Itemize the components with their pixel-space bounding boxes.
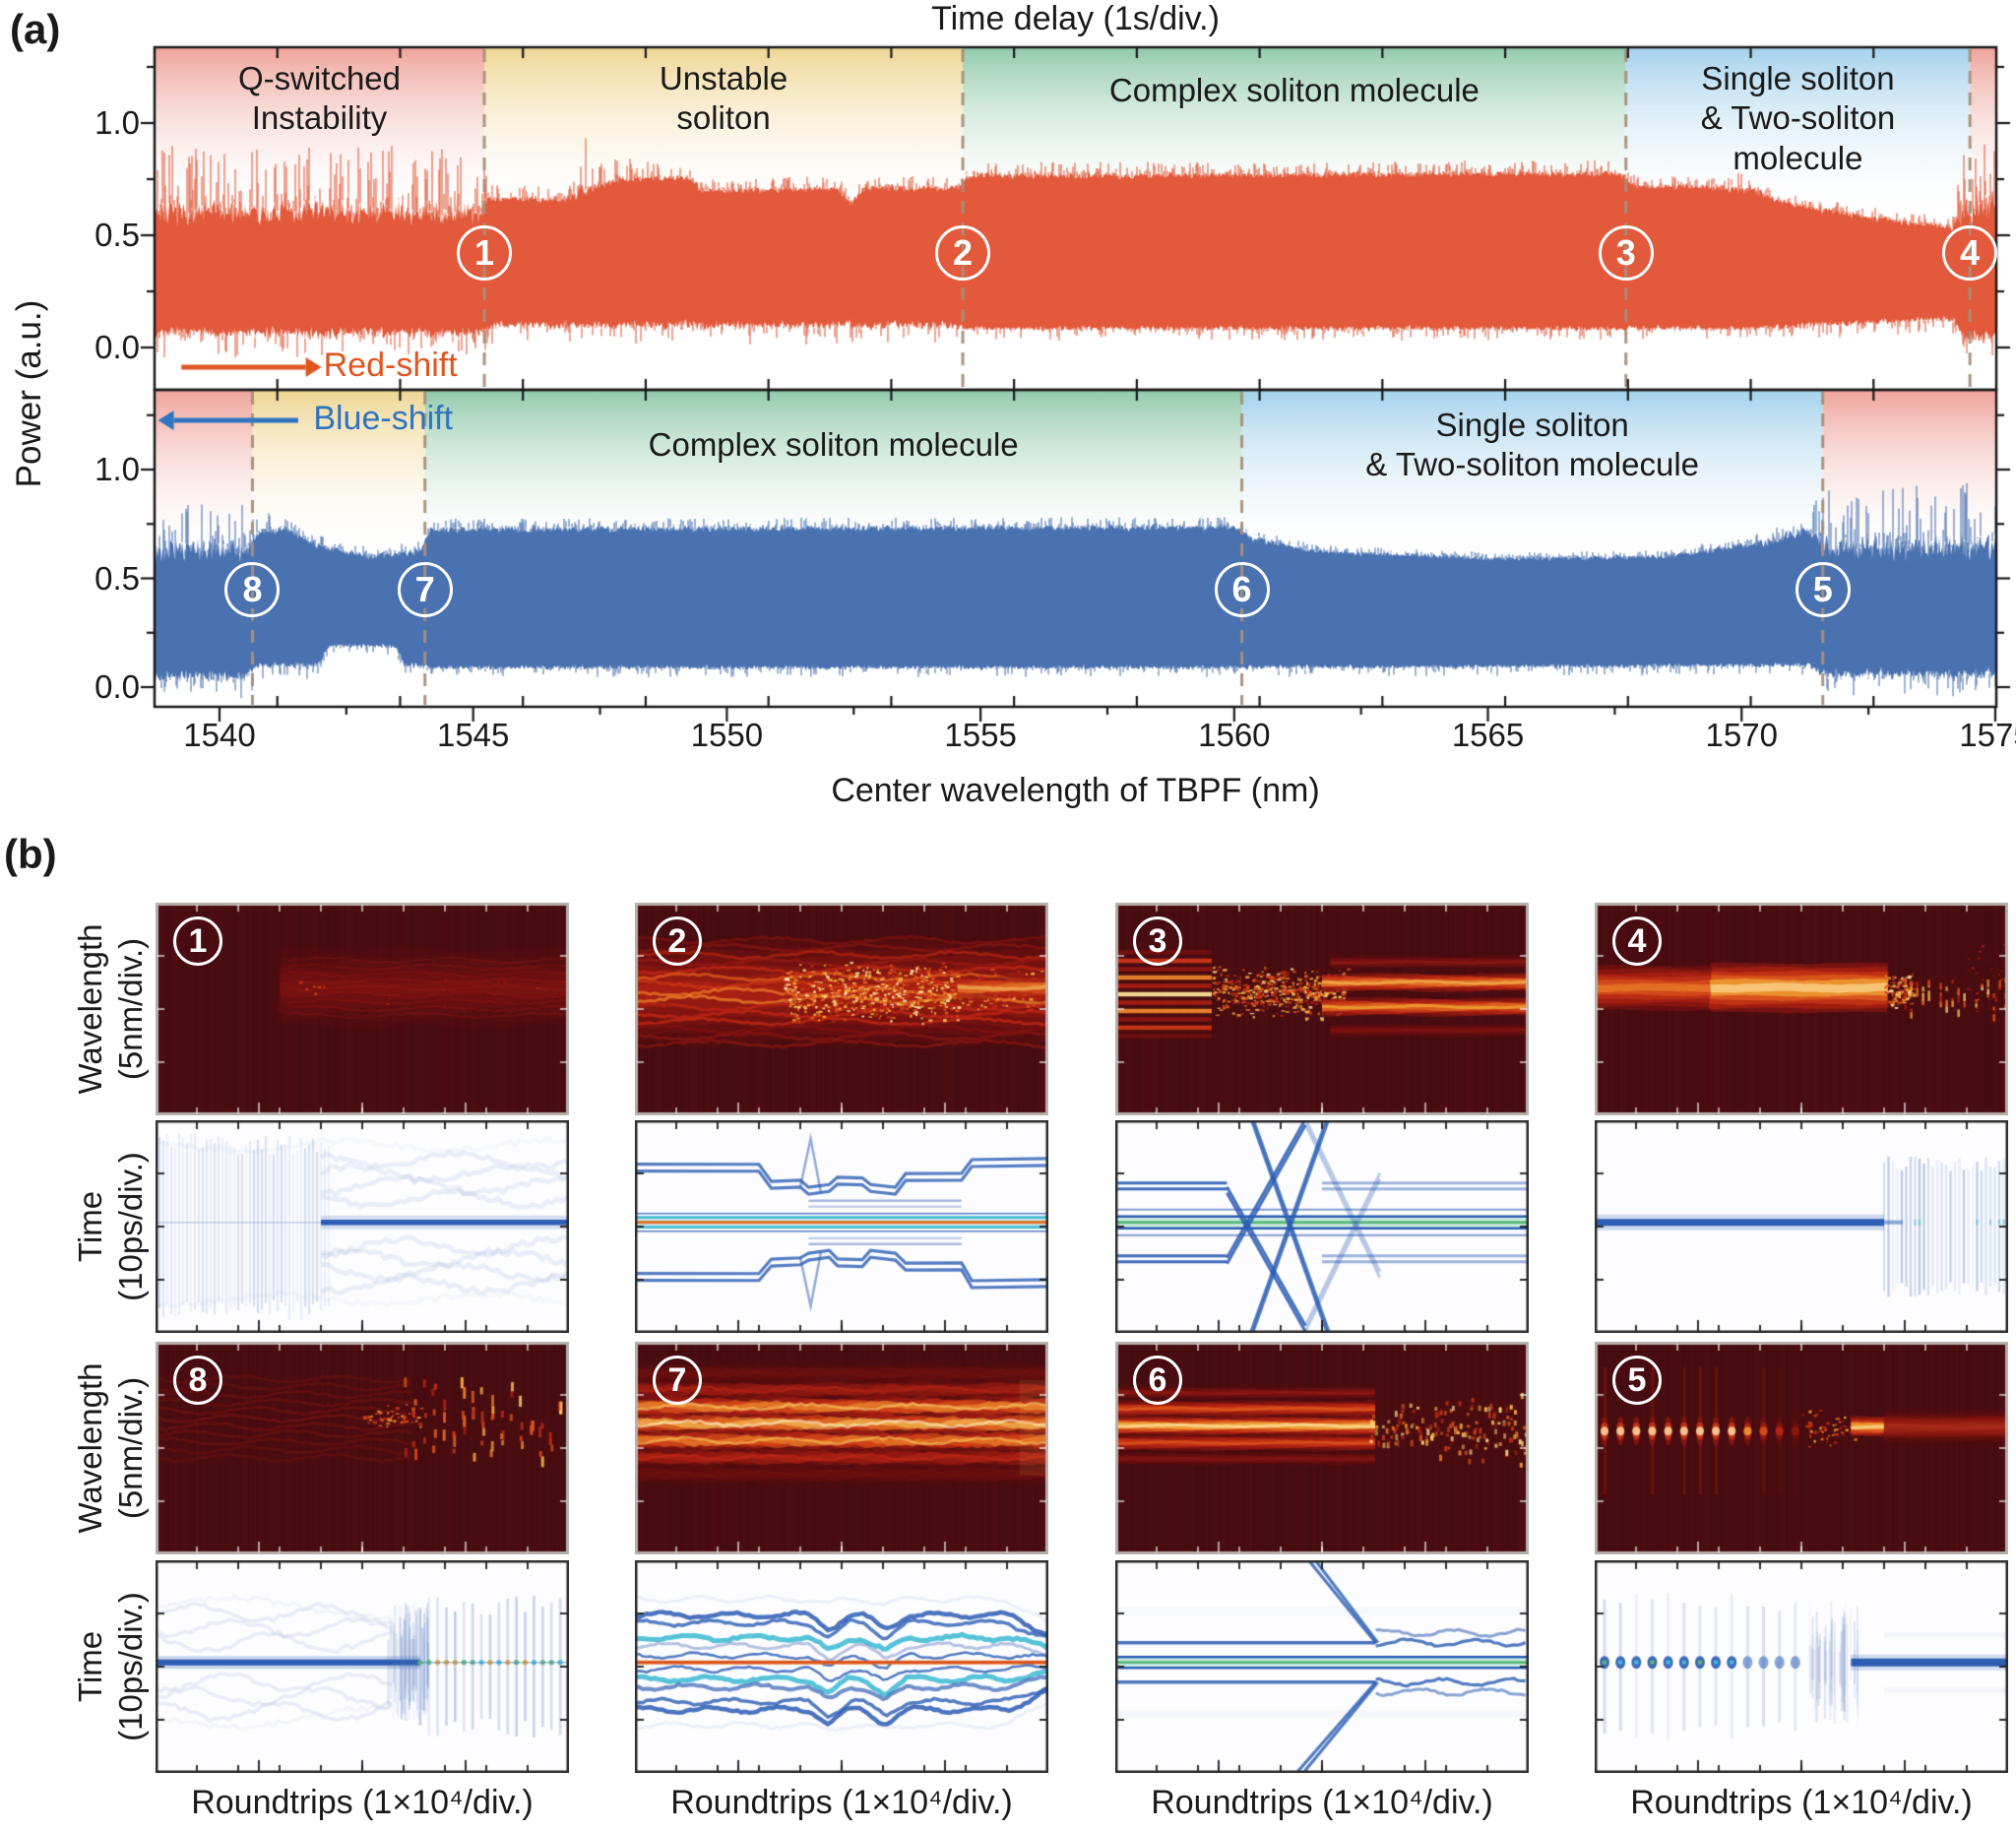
x-tick-label: 1560	[1198, 717, 1271, 753]
panel-b-tag: (b)	[4, 831, 57, 877]
time-heatmap-1	[156, 1120, 569, 1333]
wavelength-heatmap-7	[635, 1342, 1048, 1554]
region-label-top: Single soliton & Two-soliton molecule	[1700, 60, 1896, 176]
time-heatmap-4	[1595, 1120, 2008, 1333]
x-tick-label: 1565	[1451, 717, 1525, 753]
x-tick-label: 1570	[1705, 717, 1778, 753]
power-axis-title: Power (a.u.)	[10, 299, 48, 488]
time-heatmap-2	[635, 1120, 1048, 1333]
time-heatmap-8	[156, 1560, 569, 1773]
roundtrips-axis-label-3: Roundtrips (1×10⁴/div.)	[1151, 1784, 1493, 1821]
marker-label: 3	[1148, 921, 1167, 960]
region-label-bottom: Complex soliton molecule	[648, 426, 1019, 463]
wavelength-heatmap-8	[156, 1342, 569, 1554]
x-tick-label: 1575	[1959, 717, 2016, 753]
panel-a-tag: (a)	[10, 6, 61, 52]
marker-circle-3: 3	[1133, 916, 1182, 966]
x-tick-label: 1555	[944, 717, 1017, 753]
marker-circle-8: 8	[173, 1356, 222, 1405]
marker-circle-a-2: 2	[935, 225, 991, 282]
marker-circle-6: 6	[1133, 1356, 1182, 1405]
time-heatmap-7	[635, 1560, 1048, 1773]
red-shift-annotation: Red-shift	[323, 347, 458, 385]
region-label-top: Unstable soliton	[659, 60, 788, 137]
wavelength-heatmap-1	[156, 903, 569, 1115]
wavelength-heatmap-6	[1115, 1342, 1529, 1554]
y-tick-label: 0.0	[94, 668, 140, 705]
marker-label: 6	[1148, 1360, 1167, 1399]
time-heatmap-6	[1115, 1560, 1529, 1773]
y-tick-label: 1.0	[94, 451, 140, 487]
roundtrips-axis-label-2: Roundtrips (1×10⁴/div.)	[670, 1784, 1013, 1821]
y-tick-label: 0.5	[94, 217, 140, 253]
x-tick-label: 1545	[436, 717, 510, 753]
marker-circle-a-5: 5	[1795, 561, 1851, 617]
marker-label: 2	[667, 921, 687, 960]
marker-circle-a-7: 7	[397, 561, 453, 617]
y-tick-label: 0.0	[94, 329, 140, 365]
marker-circle-a-3: 3	[1598, 225, 1654, 282]
roundtrips-axis-label-4: Roundtrips (1×10⁴/div.)	[1630, 1784, 1973, 1821]
marker-label: 5	[1627, 1360, 1647, 1399]
time-heatmap-3	[1115, 1120, 1529, 1333]
time-row2-axis-label: Time (10ps/div.)	[71, 1592, 149, 1741]
region-label-top: Complex soliton molecule	[1108, 72, 1480, 108]
time-delay-axis-title: Time delay (1s/div.)	[931, 0, 1220, 37]
marker-label: 8	[188, 1360, 208, 1399]
y-tick-label: 0.5	[94, 559, 140, 597]
marker-label: 7	[667, 1360, 687, 1399]
region-label-top: Q-switched Instability	[237, 60, 402, 137]
marker-circle-7: 7	[653, 1356, 702, 1405]
y-tick-label: 1.0	[94, 104, 140, 141]
marker-circle-a-8: 8	[224, 561, 281, 617]
wavelength-axis-title: Center wavelength of TBPF (nm)	[831, 772, 1320, 809]
marker-label: 1	[188, 921, 208, 960]
roundtrips-axis-label-1: Roundtrips (1×10⁴/div.)	[191, 1784, 534, 1821]
marker-circle-a-6: 6	[1214, 561, 1270, 617]
marker-circle-5: 5	[1612, 1356, 1662, 1405]
time-heatmap-5	[1595, 1560, 2008, 1773]
marker-circle-1: 1	[173, 916, 222, 966]
blue-shift-annotation: Blue-shift	[313, 400, 454, 438]
marker-circle-a-1: 1	[457, 225, 513, 282]
panel-a-chart-canvas	[0, 0, 2016, 866]
region-label-bottom: Single soliton & Two-soliton molecule	[1365, 407, 1699, 483]
marker-label: 4	[1627, 921, 1647, 960]
wavelength-heatmap-4	[1595, 903, 2008, 1115]
marker-circle-2: 2	[653, 916, 702, 966]
wavelength-heatmap-3	[1115, 903, 1529, 1115]
marker-circle-4: 4	[1612, 916, 1662, 966]
x-tick-label: 1550	[690, 717, 764, 753]
x-tick-label: 1540	[183, 717, 256, 753]
marker-circle-a-4: 4	[1942, 225, 1998, 282]
wavelength-heatmap-2	[635, 903, 1048, 1115]
wavelength-heatmap-5	[1595, 1342, 2008, 1554]
